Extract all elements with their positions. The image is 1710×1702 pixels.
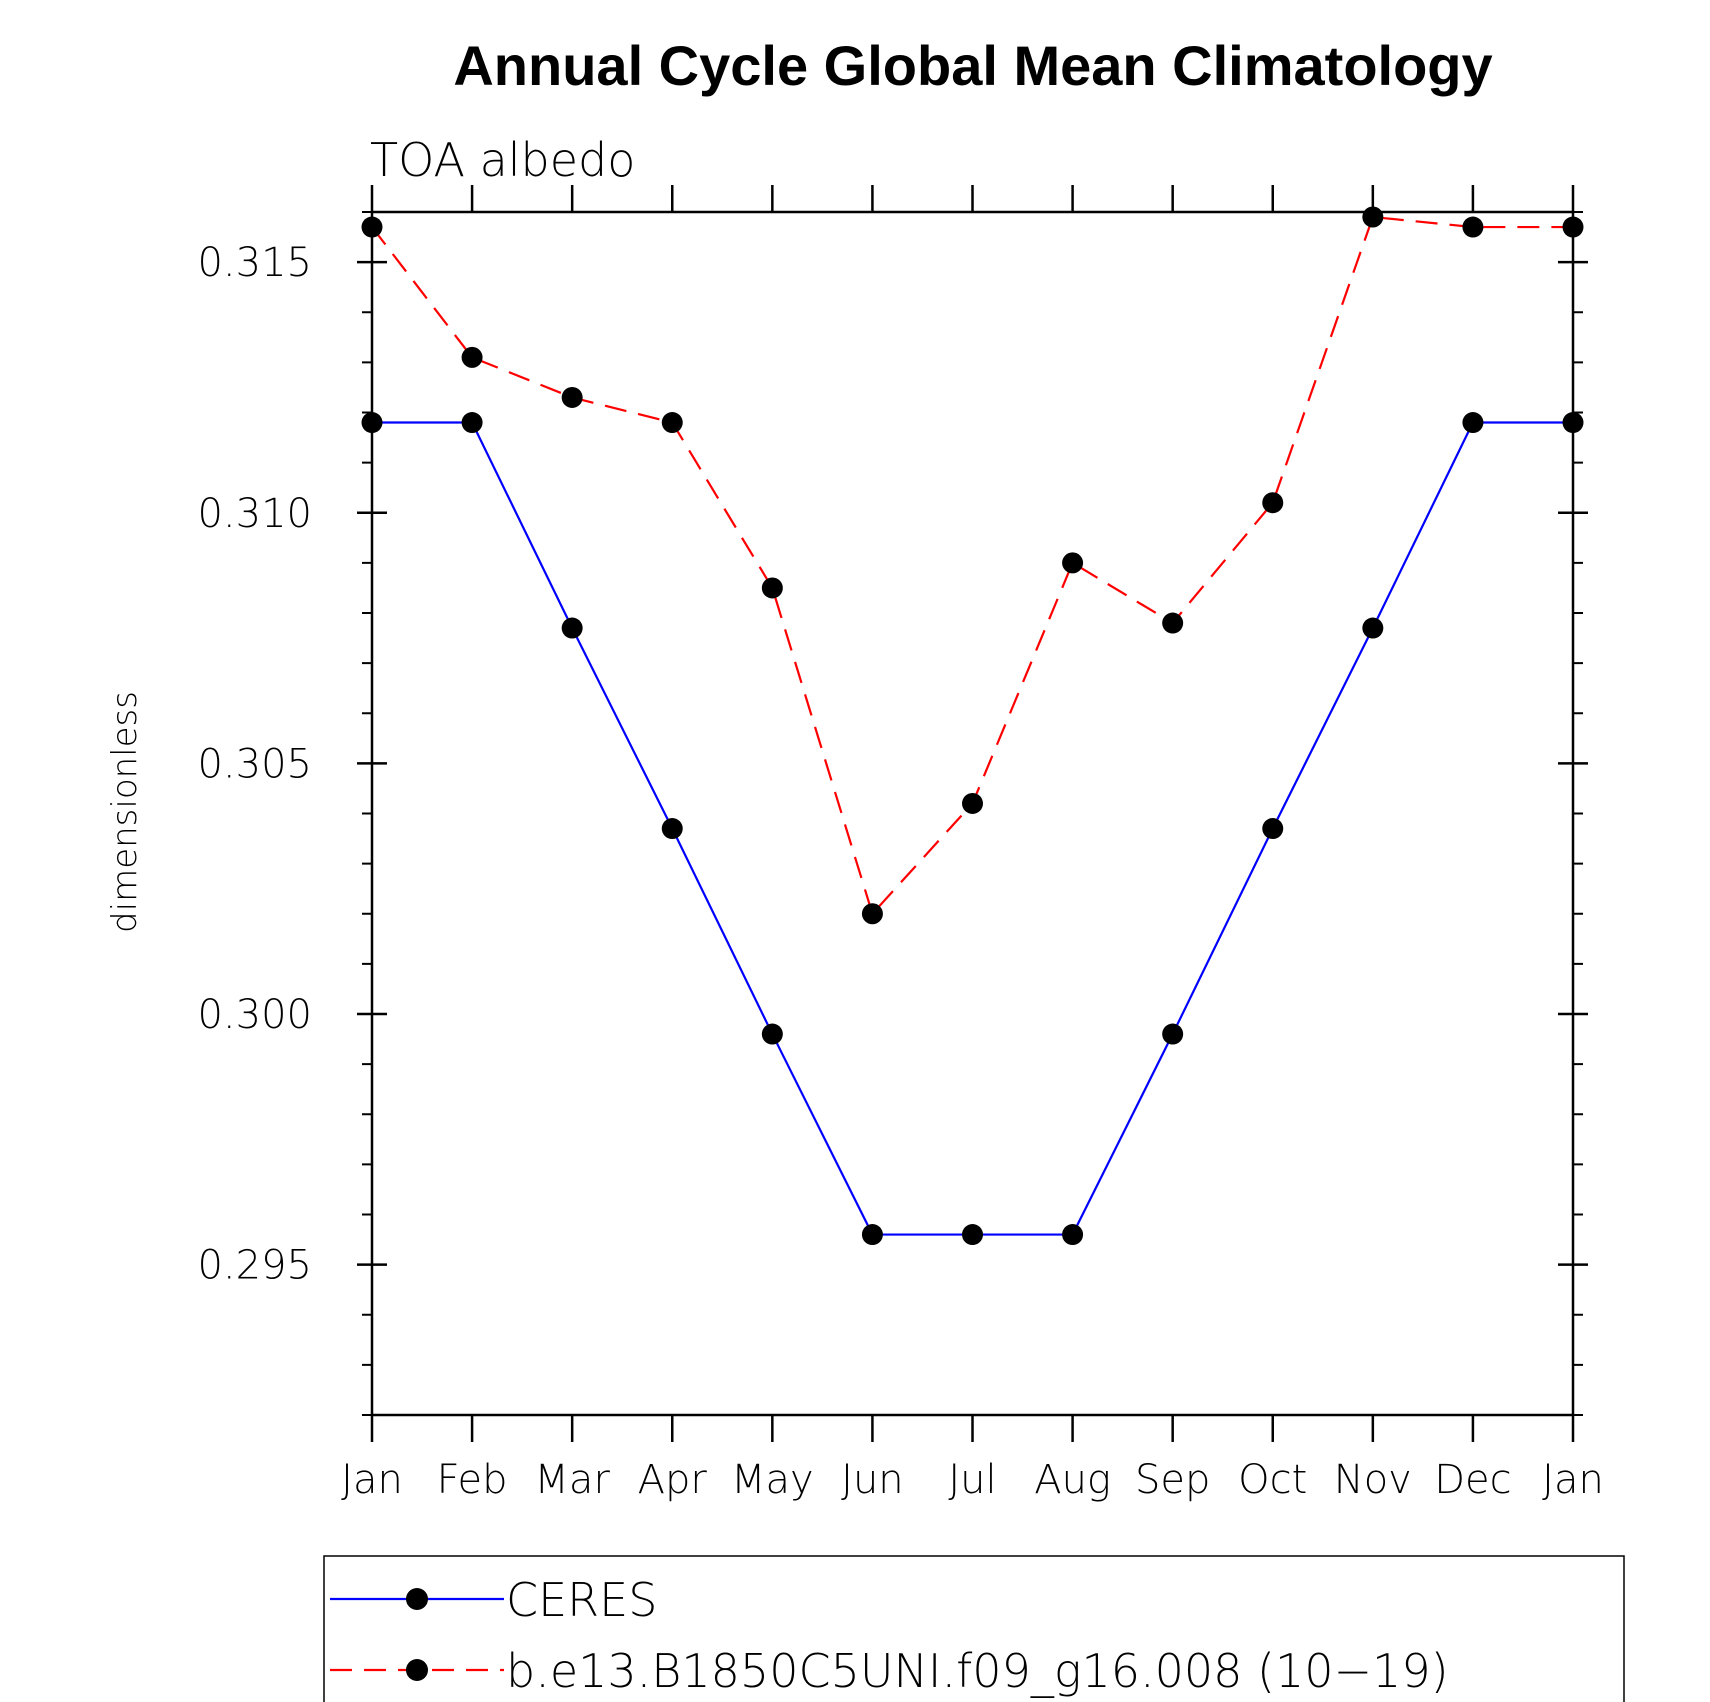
- x-tick-label: Mar: [534, 1457, 610, 1503]
- y-axis-label: dimensionless: [105, 691, 145, 933]
- series-1-point: [1062, 552, 1084, 574]
- x-tick-label: Dec: [1434, 1457, 1511, 1503]
- legend-marker-ceres: [406, 1588, 428, 1610]
- series-0-point: [1062, 1224, 1084, 1246]
- series-1-point: [761, 577, 783, 599]
- series-0-point: [1162, 1023, 1184, 1045]
- series-1-point: [1462, 216, 1484, 238]
- series-1-point: [861, 903, 883, 925]
- series-0-point: [861, 1224, 883, 1246]
- y-tick-label: 0.315: [197, 240, 312, 286]
- series-0-point: [1362, 617, 1384, 639]
- series-line-0: [372, 421, 1573, 1236]
- x-tick-label: Feb: [437, 1457, 508, 1503]
- series-1-point: [461, 346, 483, 368]
- legend: CERES b.e13.B1850C5UNI.f09_g16.008 (10−1…: [323, 1555, 1625, 1702]
- series-0-point: [461, 412, 483, 434]
- series-1-point: [361, 216, 383, 238]
- series-0-point: [561, 617, 583, 639]
- y-tick-label: 0.295: [197, 1243, 312, 1289]
- series-1-point: [1162, 612, 1184, 634]
- x-tick-label: Oct: [1238, 1457, 1307, 1503]
- x-tick-label: Sep: [1135, 1457, 1210, 1503]
- x-tick-label: May: [731, 1457, 814, 1503]
- y-tick-label: 0.305: [197, 741, 312, 787]
- legend-label-ceres: CERES: [506, 1573, 657, 1627]
- x-tick-label: Jan: [341, 1457, 403, 1503]
- y-tick-label: 0.310: [197, 491, 312, 537]
- x-tick-label: Jan: [1542, 1457, 1604, 1503]
- series-0-point: [1262, 818, 1284, 840]
- y-tick-label: 0.300: [197, 992, 312, 1038]
- chart-title: Annual Cycle Global Mean Climatology: [453, 34, 1492, 97]
- series-1-point: [1362, 206, 1384, 228]
- series-1-point: [962, 792, 983, 814]
- chart-subtitle: TOA albedo: [370, 133, 635, 187]
- series-0-point: [1462, 412, 1484, 434]
- series-1-point: [1562, 216, 1584, 238]
- series-0-point: [661, 818, 683, 840]
- series-0-point: [1562, 412, 1584, 434]
- series-0-point: [361, 412, 383, 434]
- series-1-point: [1262, 492, 1284, 514]
- x-tick-label: Nov: [1334, 1457, 1412, 1503]
- legend-label-model: b.e13.B1850C5UNI.f09_g16.008 (10−19): [506, 1644, 1449, 1698]
- series-0-point: [761, 1023, 783, 1045]
- x-tick-label: Apr: [638, 1457, 708, 1503]
- series-layer: [361, 206, 1584, 1246]
- x-tick-label: Aug: [1034, 1457, 1111, 1503]
- series-1-point: [661, 412, 683, 434]
- series-0-point: [962, 1224, 983, 1246]
- x-tick-label: Jul: [948, 1457, 996, 1503]
- axes-layer: Jan Feb Mar Apr May Jun Jul Aug Sep Oct Nov Dec Jan 0…: [197, 185, 1604, 1503]
- legend-frame: [323, 1555, 1625, 1702]
- x-tick-label: Jun: [841, 1457, 904, 1503]
- legend-marker-model: [406, 1659, 428, 1681]
- series-1-point: [561, 386, 583, 408]
